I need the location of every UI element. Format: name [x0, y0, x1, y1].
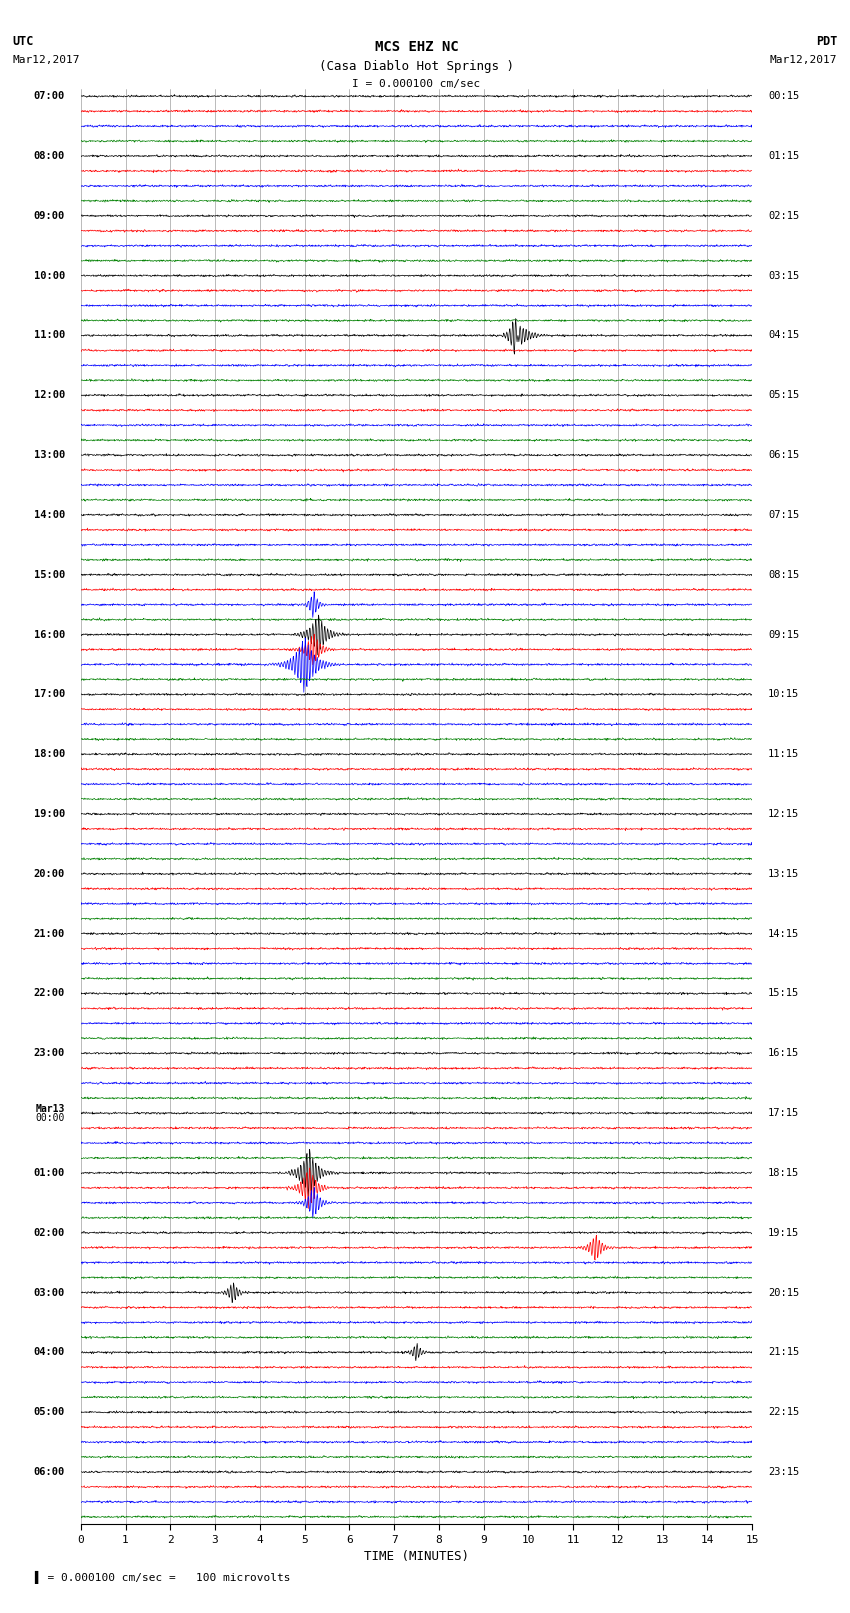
- Text: 08:15: 08:15: [768, 569, 799, 579]
- Text: 15:00: 15:00: [34, 569, 65, 579]
- Text: 06:00: 06:00: [34, 1466, 65, 1478]
- Text: 07:00: 07:00: [34, 92, 65, 102]
- Text: 21:15: 21:15: [768, 1347, 799, 1357]
- Text: 18:15: 18:15: [768, 1168, 799, 1177]
- Text: 16:00: 16:00: [34, 629, 65, 639]
- Text: 10:15: 10:15: [768, 689, 799, 700]
- Text: 06:15: 06:15: [768, 450, 799, 460]
- Text: PDT: PDT: [816, 35, 837, 48]
- Text: 00:00: 00:00: [36, 1113, 65, 1123]
- Text: 04:15: 04:15: [768, 331, 799, 340]
- Text: 15:15: 15:15: [768, 989, 799, 998]
- Text: 13:15: 13:15: [768, 869, 799, 879]
- Text: 21:00: 21:00: [34, 929, 65, 939]
- Text: 12:00: 12:00: [34, 390, 65, 400]
- Text: 10:00: 10:00: [34, 271, 65, 281]
- Text: 19:00: 19:00: [34, 810, 65, 819]
- Text: 08:00: 08:00: [34, 152, 65, 161]
- Text: 04:00: 04:00: [34, 1347, 65, 1357]
- Text: 16:15: 16:15: [768, 1048, 799, 1058]
- Text: 09:00: 09:00: [34, 211, 65, 221]
- Text: 17:00: 17:00: [34, 689, 65, 700]
- Text: 01:00: 01:00: [34, 1168, 65, 1177]
- Text: 13:00: 13:00: [34, 450, 65, 460]
- Text: 23:00: 23:00: [34, 1048, 65, 1058]
- Text: UTC: UTC: [13, 35, 34, 48]
- Text: 05:00: 05:00: [34, 1407, 65, 1418]
- Text: Mar13: Mar13: [36, 1103, 65, 1113]
- Text: 02:15: 02:15: [768, 211, 799, 221]
- Text: MCS EHZ NC: MCS EHZ NC: [375, 40, 458, 55]
- Text: 09:15: 09:15: [768, 629, 799, 639]
- Text: 17:15: 17:15: [768, 1108, 799, 1118]
- Text: 11:15: 11:15: [768, 748, 799, 760]
- Text: 03:00: 03:00: [34, 1287, 65, 1297]
- Text: 19:15: 19:15: [768, 1227, 799, 1237]
- Text: 22:00: 22:00: [34, 989, 65, 998]
- Text: 02:00: 02:00: [34, 1227, 65, 1237]
- Text: (Casa Diablo Hot Springs ): (Casa Diablo Hot Springs ): [319, 60, 514, 73]
- Text: ▌ = 0.000100 cm/sec =   100 microvolts: ▌ = 0.000100 cm/sec = 100 microvolts: [34, 1571, 291, 1584]
- Text: 14:15: 14:15: [768, 929, 799, 939]
- Text: Mar12,2017: Mar12,2017: [13, 55, 80, 65]
- Text: I = 0.000100 cm/sec: I = 0.000100 cm/sec: [353, 79, 480, 89]
- Text: 22:15: 22:15: [768, 1407, 799, 1418]
- Text: 23:15: 23:15: [768, 1466, 799, 1478]
- Text: 12:15: 12:15: [768, 810, 799, 819]
- Text: 20:00: 20:00: [34, 869, 65, 879]
- Text: 03:15: 03:15: [768, 271, 799, 281]
- Text: 20:15: 20:15: [768, 1287, 799, 1297]
- X-axis label: TIME (MINUTES): TIME (MINUTES): [364, 1550, 469, 1563]
- Text: 00:15: 00:15: [768, 92, 799, 102]
- Text: Mar12,2017: Mar12,2017: [770, 55, 837, 65]
- Text: 11:00: 11:00: [34, 331, 65, 340]
- Text: 14:00: 14:00: [34, 510, 65, 519]
- Text: 18:00: 18:00: [34, 748, 65, 760]
- Text: 01:15: 01:15: [768, 152, 799, 161]
- Text: 07:15: 07:15: [768, 510, 799, 519]
- Text: 05:15: 05:15: [768, 390, 799, 400]
